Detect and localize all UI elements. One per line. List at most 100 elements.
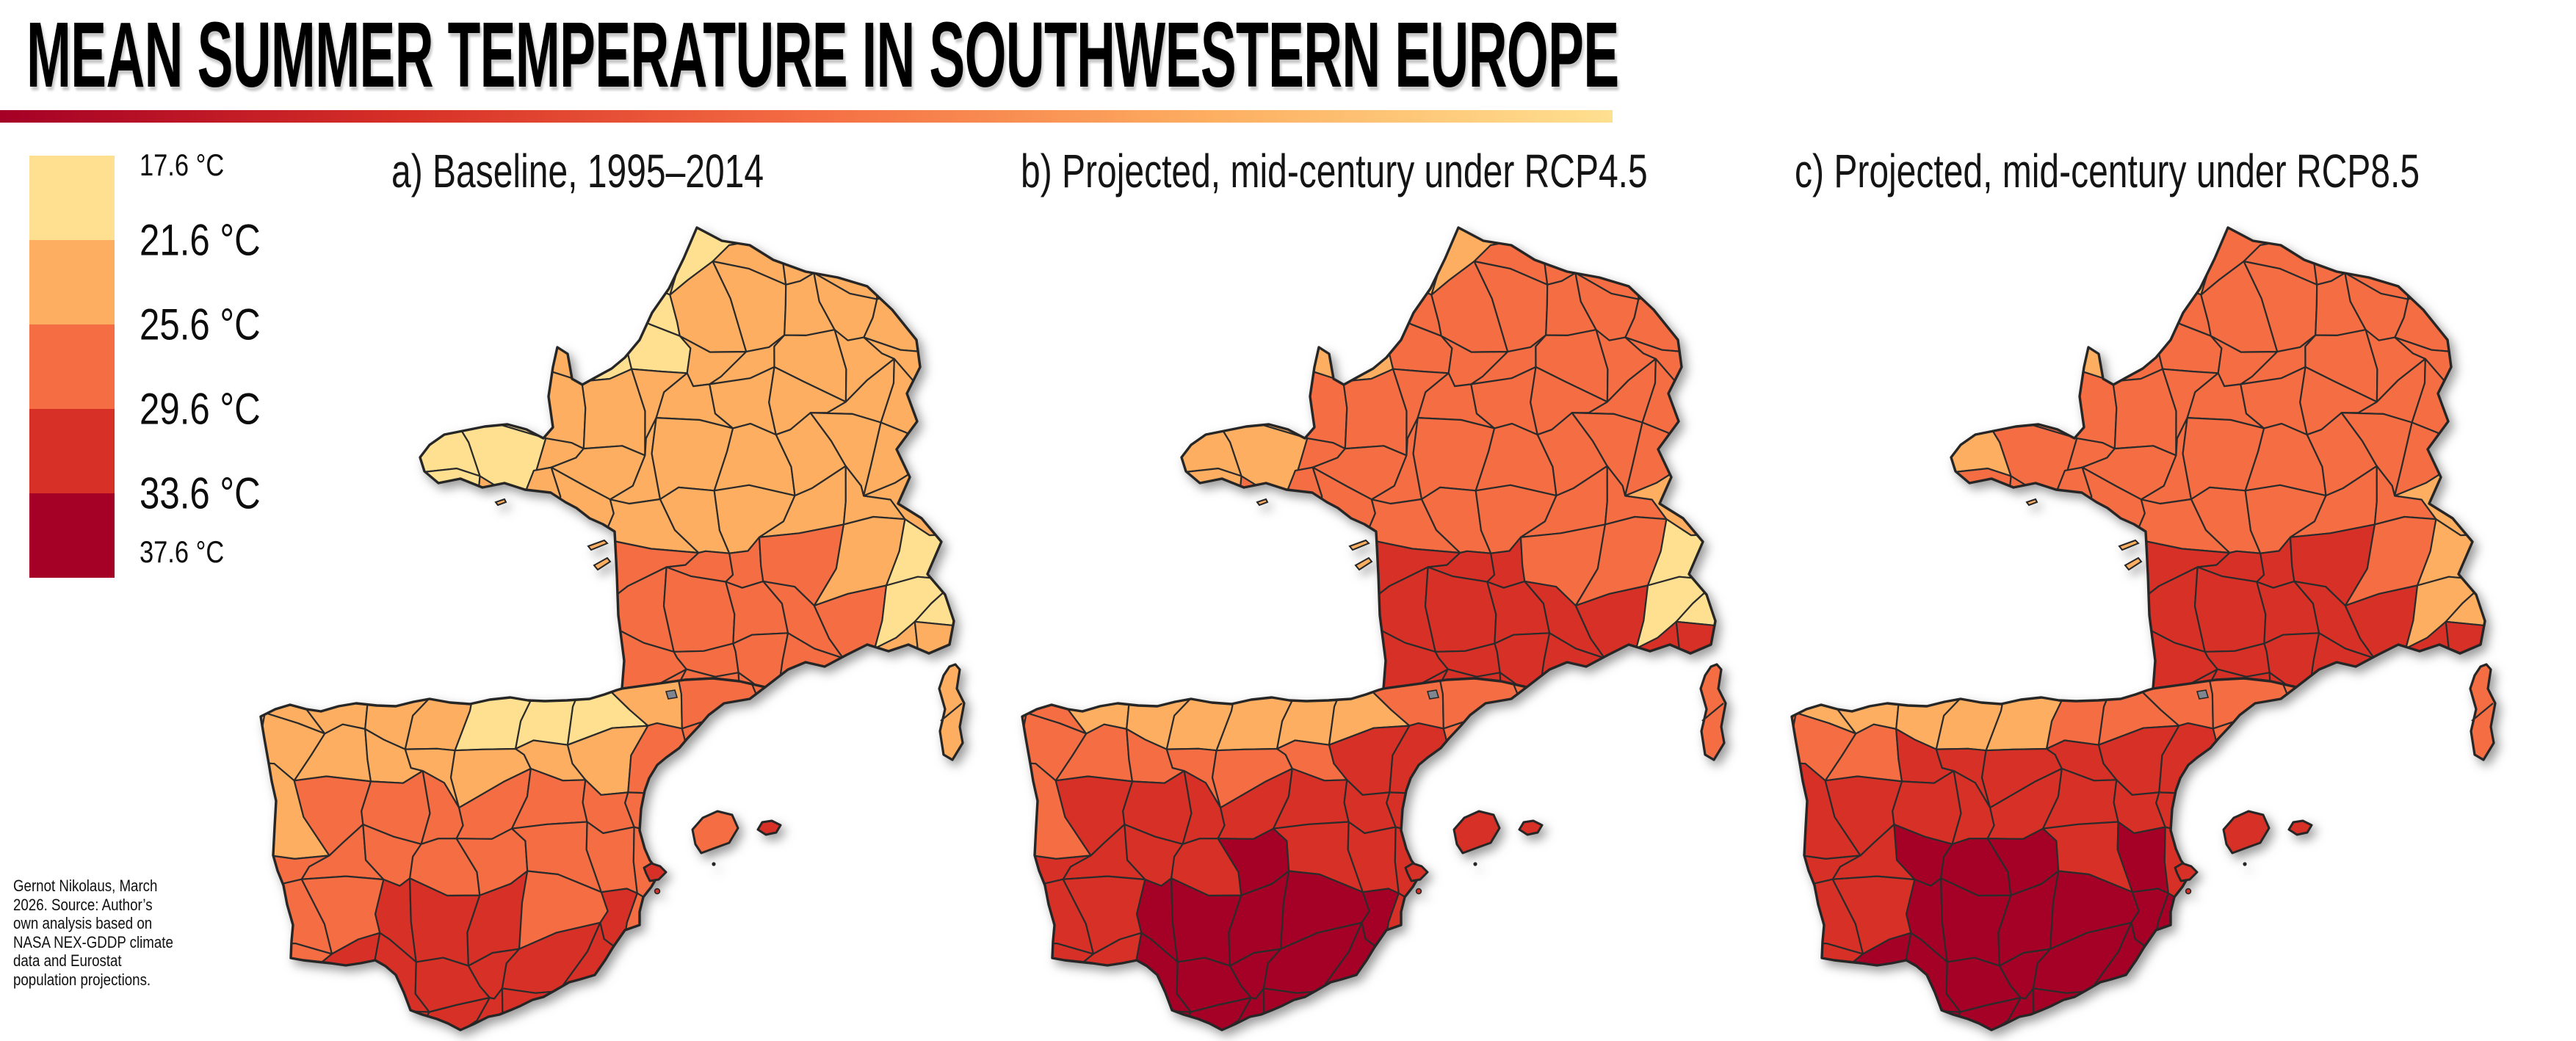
region-cell <box>1684 228 1715 300</box>
region-cell <box>1690 389 1715 445</box>
region-cell <box>827 672 895 689</box>
region-cell <box>2196 871 2258 963</box>
region-cell <box>1007 1037 1045 1041</box>
attribution-line: own analysis based on <box>13 914 153 932</box>
region-cell <box>1182 537 1195 574</box>
region-cell <box>1691 312 1715 399</box>
region-cell <box>420 228 426 234</box>
region-cell <box>750 712 765 802</box>
region-cell <box>1182 271 1232 349</box>
region-cell <box>463 1028 523 1030</box>
region-cell <box>1270 521 1325 609</box>
attribution-text: Gernot Nikolaus, March 2026. Source: Auth… <box>13 877 173 989</box>
andorra-region <box>2196 689 2210 700</box>
region-cell <box>2512 276 2558 337</box>
region-cell <box>665 871 727 963</box>
region-cell <box>2406 228 2483 300</box>
region-cell <box>420 330 441 382</box>
region-cell <box>1007 609 1016 683</box>
region-cell <box>2453 228 2485 229</box>
region-cell <box>1951 628 1971 686</box>
region-cell <box>366 569 419 635</box>
region-cell <box>1983 590 2065 631</box>
region-cell <box>1223 271 1275 327</box>
cabrera-islet <box>1473 862 1477 866</box>
formentera-islet <box>1415 888 1422 895</box>
region-cell <box>1828 609 1903 675</box>
region-cell <box>1951 228 1975 289</box>
mallorca-island <box>2222 810 2271 855</box>
region-cell <box>1230 228 1279 291</box>
region-cell <box>1182 542 1229 609</box>
region-cell <box>297 609 372 675</box>
region-cell <box>1943 1028 2005 1030</box>
region-cell <box>1951 275 1975 349</box>
region-cell <box>261 885 264 958</box>
region-cell <box>2481 534 2485 590</box>
region-cell <box>2188 668 2272 689</box>
region-cell <box>2058 678 2135 681</box>
region-cell <box>764 228 828 244</box>
region-cell <box>1036 989 1063 1030</box>
region-cell <box>420 542 467 609</box>
region-cell <box>1316 598 1372 651</box>
region-cell <box>2257 1000 2296 1030</box>
region-cell <box>1383 926 1444 1011</box>
region-cell <box>293 1025 388 1030</box>
region-cell <box>1289 615 1334 689</box>
region-cell <box>1951 228 2020 251</box>
region-cell <box>2040 521 2094 609</box>
region-cell <box>2494 648 2559 711</box>
region-cell <box>554 598 611 651</box>
formentera-islet <box>2185 888 2192 895</box>
region-cell <box>1182 374 1202 449</box>
region-cell <box>1182 275 1205 349</box>
region-cell <box>1537 702 1600 731</box>
map-panel-c <box>1790 226 2559 1031</box>
legend-label-6: 37.6 °C <box>140 534 225 569</box>
region-cell <box>2519 313 2558 391</box>
region-cell <box>1182 413 1242 477</box>
region-cell <box>528 615 573 689</box>
region-cell <box>1806 989 1833 1030</box>
legend-color-block-5 <box>29 493 115 578</box>
map-panel-b <box>1007 226 1727 1041</box>
region-cell <box>261 1026 338 1030</box>
region-cell <box>1485 953 1527 1010</box>
region-cell <box>2055 590 2094 651</box>
region-cell <box>2461 312 2485 399</box>
menorca-island <box>1518 819 1544 836</box>
region-cell <box>1643 228 1701 230</box>
region-cell <box>2494 697 2559 745</box>
region-cell <box>2517 581 2557 659</box>
region-cell <box>1951 325 2016 390</box>
coastal-islet <box>593 556 612 571</box>
region-cell <box>1243 228 1278 251</box>
region-cell <box>557 990 652 1030</box>
region-cell <box>1022 943 1041 1009</box>
region-cell <box>1478 871 1527 963</box>
region-cell <box>2470 284 2485 355</box>
region-cell <box>1331 277 1391 333</box>
region-cell <box>1262 228 1348 292</box>
andorra-region <box>665 689 679 700</box>
region-cell <box>1951 413 2012 477</box>
region-cell <box>1319 990 1414 1030</box>
region-cell <box>420 468 433 547</box>
region-cell <box>1119 1032 1188 1041</box>
region-cell <box>2248 871 2296 963</box>
region-cell <box>2032 987 2127 1030</box>
region-cell <box>1128 1010 1192 1030</box>
region-cell <box>1992 271 2044 327</box>
region-cell <box>1572 228 1651 244</box>
region-cell <box>1951 271 2002 349</box>
page-title: MEAN SUMMER TEMPERATURE IN SOUTHWESTERN … <box>26 3 1619 106</box>
region-cell <box>2100 228 2160 292</box>
region-cell <box>1316 624 1382 689</box>
region-cell <box>1951 625 2014 689</box>
attribution-line: NASA NEX-GDDP climate <box>13 932 173 951</box>
region-cell <box>723 953 765 1010</box>
region-cell <box>2104 228 2162 232</box>
region-cell <box>1213 521 1288 609</box>
coastal-islet <box>1256 498 1269 507</box>
